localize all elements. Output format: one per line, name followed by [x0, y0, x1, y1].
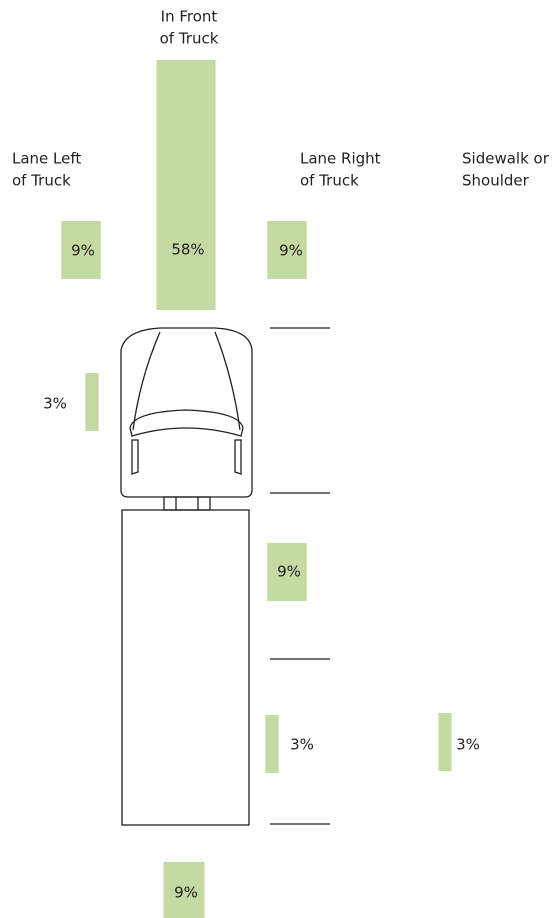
- zone-header: In Front: [161, 8, 218, 26]
- zone-header: Lane Left: [12, 150, 81, 168]
- percentage-label: 3%: [456, 736, 480, 754]
- frequency-box: [85, 373, 99, 431]
- frequency-box: [163, 862, 205, 918]
- zone-header: Shoulder: [462, 172, 530, 190]
- percentage-label: 9%: [71, 242, 95, 260]
- zone-header: of Truck: [12, 172, 71, 190]
- percentage-label: 58%: [171, 241, 204, 259]
- lane-lines: [270, 327, 330, 825]
- zone-header: Lane Right: [300, 150, 381, 168]
- percentage-label: 3%: [43, 395, 67, 413]
- zone-header: of Truck: [300, 172, 359, 190]
- frequency-box: [61, 221, 101, 279]
- zone-header: of Truck: [160, 30, 219, 48]
- truck: [120, 327, 253, 826]
- frequency-box: [267, 543, 307, 601]
- frequency-box: [265, 715, 279, 773]
- frequency-box: [267, 221, 307, 279]
- zone-header: Sidewalk or: [462, 150, 550, 168]
- percentage-label: 3%: [290, 736, 314, 754]
- frequency-box: [438, 713, 452, 771]
- percentage-label: 9%: [277, 563, 301, 581]
- frequency-box: [156, 60, 216, 310]
- percentage-label: 9%: [279, 242, 303, 260]
- percentage-label: 9%: [174, 884, 198, 902]
